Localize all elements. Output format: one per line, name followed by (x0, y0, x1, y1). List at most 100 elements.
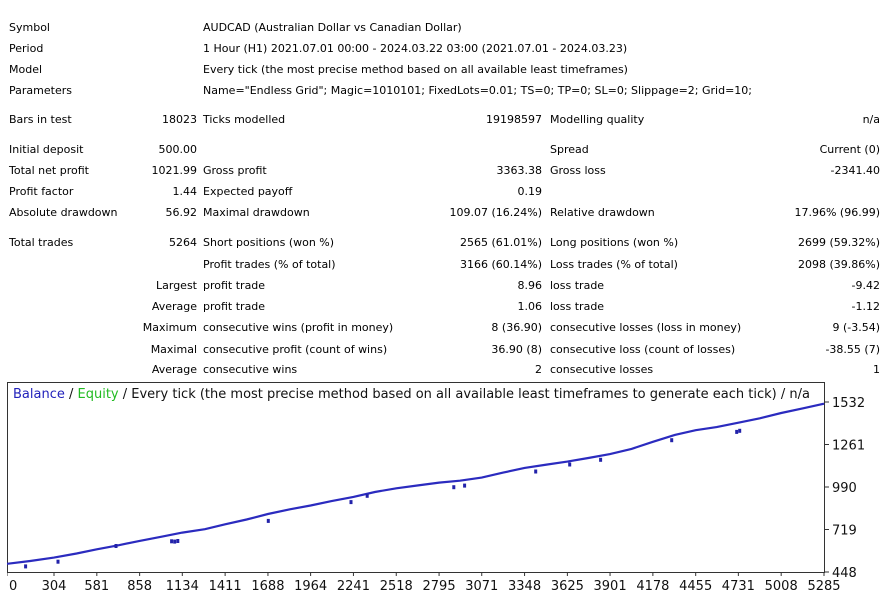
test-report: Symbol AUDCAD (Australian Dollar vs Cana… (9, 21, 880, 376)
equity-point (56, 559, 60, 564)
x-tick-label: 2795 (423, 579, 456, 594)
average-consecutive-wins-label: consecutive wins (203, 363, 298, 376)
ticks-modelled-value: 19198597 (486, 113, 542, 126)
short-positions-value: 2565 (61.01%) (459, 236, 542, 249)
equity-point (170, 539, 174, 544)
maximal-consecutive-loss-value: -38.55 (7) (825, 343, 880, 356)
chart-title-rest: / Every tick (the most precise method ba… (118, 387, 810, 402)
total-net-profit-value: 1021.99 (151, 164, 198, 177)
initial-deposit-value: 500.00 (158, 143, 198, 156)
maximal-drawdown-value: 109.07 (16.24%) (449, 206, 542, 219)
loss-trades-label: Loss trades (% of total) (550, 258, 678, 271)
gross-loss-value: -2341.40 (830, 164, 880, 177)
total-trades-label: Total trades (9, 236, 74, 249)
x-tick-label: 5008 (765, 579, 798, 594)
equity-point (670, 438, 674, 443)
x-tick-label: 0 (9, 579, 17, 594)
y-tick-label: 448 (832, 566, 857, 581)
average-consecutive-wins-value: 2 (535, 363, 542, 376)
modelling-quality-label: Modelling quality (550, 113, 645, 126)
x-tick-label: 5285 (807, 579, 840, 594)
long-positions-value: 2699 (59.32%) (797, 236, 880, 249)
short-positions-label: Short positions (won %) (203, 236, 335, 249)
balance-chart: 448 719 990 1261 1532 0 304 581 858 1134 1411 1688 1… (7, 382, 882, 600)
x-tick-label: 3625 (551, 579, 584, 594)
equity-point (452, 485, 456, 490)
profit-trades-label: Profit trades (% of total) (203, 258, 336, 271)
equity-point (599, 457, 603, 462)
balance-line (7, 402, 825, 565)
average-consecutive-losses-label: consecutive losses (550, 363, 654, 376)
relative-drawdown-label: Relative drawdown (550, 206, 655, 219)
modelling-quality-value: n/a (862, 113, 880, 126)
maximal-consecutive-profit-value: 36.90 (8) (491, 343, 542, 356)
x-tick-label: 1964 (294, 579, 327, 594)
equity-point (738, 428, 742, 433)
long-positions-label: Long positions (won %) (550, 236, 679, 249)
x-tick-label: 3901 (594, 579, 627, 594)
gross-profit-label: Gross profit (203, 164, 267, 177)
spread-value: Current (0) (819, 143, 880, 156)
maximal-drawdown-label: Maximal drawdown (203, 206, 310, 219)
equity-point (568, 462, 572, 467)
bars-in-test-label: Bars in test (9, 113, 72, 126)
y-tick-label: 719 (832, 524, 857, 539)
average-profit-trade-value: 1.06 (517, 300, 543, 313)
equity-point (173, 539, 177, 544)
period-label: Period (9, 42, 44, 55)
model-label: Model (9, 63, 43, 76)
average-consecutive-losses-value: 1 (873, 363, 880, 376)
expected-payoff-label: Expected payoff (203, 185, 293, 198)
parameters-value: Name="Endless Grid"; Magic=1010101; Fixe… (203, 84, 753, 97)
absolute-drawdown-value: 56.92 (165, 206, 198, 219)
max-consecutive-losses-value: 9 (-3.54) (832, 321, 880, 334)
total-net-profit-label: Total net profit (9, 164, 89, 177)
x-tick-label: 3348 (508, 579, 541, 594)
equity-point (534, 469, 538, 474)
x-tick-label: 581 (84, 579, 109, 594)
equity-point (463, 483, 467, 488)
detail-prefix: Largest (156, 279, 197, 292)
total-trades-value: 5264 (169, 236, 197, 249)
maximal-consecutive-profit-label: consecutive profit (count of wins) (203, 343, 388, 356)
initial-deposit-label: Initial deposit (9, 143, 84, 156)
x-tick-label: 2518 (380, 579, 413, 594)
absolute-drawdown-label: Absolute drawdown (9, 206, 118, 219)
gross-profit-value: 3363.38 (496, 164, 543, 177)
model-value: Every tick (the most precise method base… (203, 63, 628, 76)
plot-frame (7, 382, 825, 573)
period-value: 1 Hour (H1) 2021.07.01 00:00 - 2024.03.2… (203, 42, 628, 55)
x-tick-label: 1411 (209, 579, 242, 594)
parameters-label: Parameters (9, 84, 72, 97)
chart-title: Balance / Equity / Every tick (the most … (13, 387, 810, 402)
loss-trades-value: 2098 (39.86%) (797, 258, 880, 271)
y-tick-label: 1532 (832, 396, 865, 411)
x-tick-label: 1134 (166, 579, 199, 594)
max-consecutive-wins-label: consecutive wins (profit in money) (203, 321, 394, 334)
largest-loss-trade-value: -9.42 (851, 279, 880, 292)
detail-prefix: Maximal (150, 343, 197, 356)
largest-profit-trade-value: 8.96 (517, 279, 543, 292)
profit-factor-label: Profit factor (9, 185, 74, 198)
detail-prefix: Average (151, 363, 197, 376)
x-tick-label: 3071 (465, 579, 498, 594)
equity-point (24, 564, 28, 569)
average-loss-trade-value: -1.12 (851, 300, 880, 313)
max-consecutive-wins-value: 8 (36.90) (491, 321, 542, 334)
relative-drawdown-value: 17.96% (96.99) (794, 206, 880, 219)
detail-prefix: Maximum (142, 321, 197, 334)
x-tick-label: 4455 (679, 579, 712, 594)
max-consecutive-losses-label: consecutive losses (loss in money) (550, 321, 742, 334)
x-tick-label: 858 (127, 579, 152, 594)
equity-point (349, 500, 353, 505)
x-tick-label: 304 (42, 579, 67, 594)
largest-loss-trade-label: loss trade (550, 279, 605, 292)
equity-point (735, 429, 739, 434)
average-loss-trade-label: loss trade (550, 300, 605, 313)
ticks-modelled-label: Ticks modelled (203, 113, 286, 126)
average-profit-trade-label: profit trade (203, 300, 266, 313)
chart-title-separator: / (64, 387, 78, 402)
profit-factor-value: 1.44 (172, 185, 198, 198)
symbol-value: AUDCAD (Australian Dollar vs Canadian Do… (203, 21, 462, 34)
equity-point (266, 518, 270, 523)
